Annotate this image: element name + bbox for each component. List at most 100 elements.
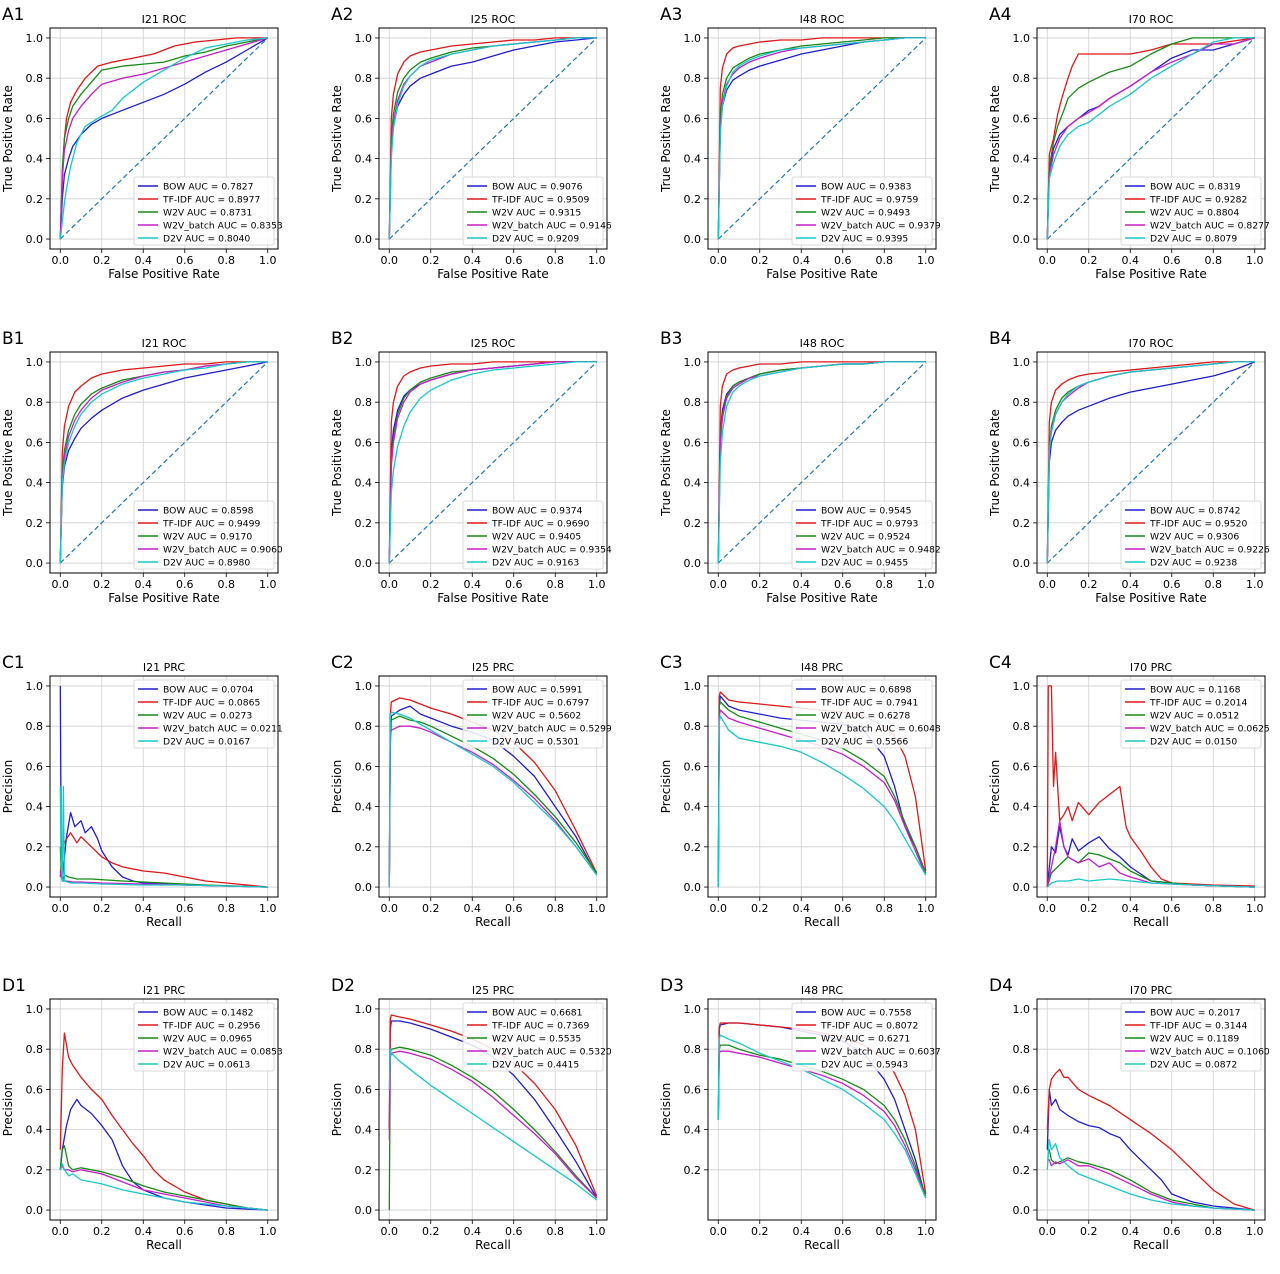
x-tick-label: 0.8 xyxy=(217,1225,235,1238)
series-line xyxy=(59,361,268,564)
legend-label: BOW AUC = 0.6898 xyxy=(821,685,912,696)
plot-frame xyxy=(707,675,937,898)
y-axis-label: Precision xyxy=(659,760,673,814)
legend: BOW AUC = 0.5991 TF-IDF AUC = 0.6797 W2V A… xyxy=(462,679,612,749)
legend-label: D2V AUC = 0.4415 xyxy=(492,1060,579,1071)
legend-label: D2V AUC = 0.8040 xyxy=(163,234,250,245)
x-tick-label: 0.2 xyxy=(422,578,440,591)
y-tick-label: 0.4 xyxy=(355,477,373,490)
x-tick-label: 0.2 xyxy=(93,254,111,267)
series-line xyxy=(388,697,598,888)
series-line xyxy=(717,37,926,240)
chart-title: I48 ROC xyxy=(800,13,845,26)
x-tick-label: 0.4 xyxy=(1122,1225,1140,1238)
legend-label: W2V_batch AUC = 0.5320 xyxy=(492,1047,612,1058)
x-tick-label: 1.0 xyxy=(917,902,935,915)
y-tick-label: 1.0 xyxy=(355,680,373,693)
chart-title: I48 PRC xyxy=(801,984,843,997)
x-tick-label: 0.4 xyxy=(135,578,153,591)
x-tick-label: 0.2 xyxy=(422,254,440,267)
x-tick-label: 1.0 xyxy=(588,1225,606,1238)
legend-label: D2V AUC = 0.0872 xyxy=(1150,1060,1237,1071)
y-tick-label: 1.0 xyxy=(26,1003,44,1016)
series-line xyxy=(1046,1088,1255,1211)
panel-c1: C1 I21 PRC 0.0 0.2 0.4 0.6 0.8 1.0 0.0 0.2 0.4 0.6 0… xyxy=(1,653,283,929)
x-tick-label: 1.0 xyxy=(1246,1225,1264,1238)
y-tick-label: 0.6 xyxy=(26,112,44,125)
legend-label: D2V AUC = 0.5566 xyxy=(821,737,908,748)
plot-frame xyxy=(1036,351,1266,574)
y-tick-label: 1.0 xyxy=(1013,356,1031,369)
series-line xyxy=(1046,37,1255,240)
chart-title: I48 ROC xyxy=(800,337,845,350)
legend-label: BOW AUC = 0.6681 xyxy=(492,1008,583,1019)
legend-label: BOW AUC = 0.8319 xyxy=(1150,182,1241,193)
plot-frame xyxy=(1036,998,1266,1221)
x-tick-label: 0.0 xyxy=(52,1225,70,1238)
panel-b2: B2 I25 ROC 0.0 0.2 0.4 0.6 0.8 1.0 0.0 0.2 0.4 0.6 0… xyxy=(330,329,612,605)
x-tick-label: 0.4 xyxy=(1122,578,1140,591)
y-tick-label: 1.0 xyxy=(684,1003,702,1016)
series-line xyxy=(59,361,268,564)
x-tick-label: 0.4 xyxy=(1122,902,1140,915)
series-line xyxy=(1046,361,1255,564)
panel-c2: C2 I25 PRC 0.0 0.2 0.4 0.6 0.8 1.0 0.0 0.2 0.4 0.6 0… xyxy=(330,653,612,929)
panel-label: D4 xyxy=(989,976,1013,996)
legend-label: W2V_batch AUC = 0.6048 xyxy=(821,724,941,735)
legend-label: W2V AUC = 0.5535 xyxy=(492,1034,581,1045)
x-tick-label: 1.0 xyxy=(588,578,606,591)
x-tick-label: 0.6 xyxy=(834,578,852,591)
x-tick-label: 0.8 xyxy=(875,254,893,267)
y-tick-label: 0.4 xyxy=(684,801,702,814)
legend-label: W2V_batch AUC = 0.0625 xyxy=(1150,724,1270,735)
y-tick-label: 0.2 xyxy=(684,517,702,530)
legend-label: W2V_batch AUC = 0.8353 xyxy=(163,221,283,232)
chart-title: I25 PRC xyxy=(472,984,514,997)
panel-label: A2 xyxy=(331,5,353,25)
legend-box xyxy=(791,1002,933,1072)
x-tick-label: 0.8 xyxy=(546,1225,564,1238)
legend: BOW AUC = 0.0704 TF-IDF AUC = 0.0865 W2V A… xyxy=(133,679,283,749)
series-line xyxy=(59,685,268,888)
legend-label: BOW AUC = 0.2017 xyxy=(1150,1008,1241,1019)
legend-label: TF-IDF AUC = 0.7941 xyxy=(820,698,918,709)
y-axis-label: Precision xyxy=(988,1083,1002,1137)
legend-label: TF-IDF AUC = 0.8977 xyxy=(162,195,260,206)
x-axis-label: Recall xyxy=(475,1238,511,1252)
x-tick-label: 0.6 xyxy=(176,578,194,591)
y-tick-label: 0.2 xyxy=(1013,1164,1031,1177)
legend-box xyxy=(791,679,933,749)
panel-label: B3 xyxy=(660,329,682,349)
x-tick-label: 0.4 xyxy=(135,1225,153,1238)
x-tick-label: 0.6 xyxy=(505,578,523,591)
panel-b1: B1 I21 ROC 0.0 0.2 0.4 0.6 0.8 1.0 0.0 0.2 0.4 0.6 0… xyxy=(1,329,283,605)
legend-label: W2V_batch AUC = 0.0211 xyxy=(163,724,283,735)
chance-diagonal xyxy=(717,37,927,240)
x-tick-label: 0.8 xyxy=(875,578,893,591)
y-tick-label: 1.0 xyxy=(1013,1003,1031,1016)
legend-label: W2V_batch AUC = 0.9354 xyxy=(492,545,612,556)
legend-label: BOW AUC = 0.5991 xyxy=(492,685,583,696)
panel-b3: B3 I48 ROC 0.0 0.2 0.4 0.6 0.8 1.0 0.0 0.2 0.4 0.6 0… xyxy=(659,329,941,605)
legend-label: D2V AUC = 0.8079 xyxy=(1150,234,1237,245)
x-tick-label: 0.6 xyxy=(505,902,523,915)
legend-label: D2V AUC = 0.0613 xyxy=(163,1060,250,1071)
x-tick-label: 0.8 xyxy=(1204,1225,1222,1238)
x-tick-label: 0.6 xyxy=(505,1225,523,1238)
legend: BOW AUC = 0.9374 TF-IDF AUC = 0.9690 W2V A… xyxy=(462,500,612,570)
legend-label: D2V AUC = 0.0150 xyxy=(1150,737,1237,748)
series-line xyxy=(388,361,597,564)
plot-frame xyxy=(1036,27,1266,250)
series-line xyxy=(1046,361,1255,564)
y-axis-label: True Positive Rate xyxy=(1,85,15,193)
plot-frame xyxy=(1036,675,1266,898)
y-tick-label: 0.4 xyxy=(1013,801,1031,814)
legend: BOW AUC = 0.7827 TF-IDF AUC = 0.8977 W2V A… xyxy=(133,176,283,246)
x-tick-label: 0.2 xyxy=(93,902,111,915)
legend: BOW AUC = 0.9545 TF-IDF AUC = 0.9793 W2V A… xyxy=(791,500,941,570)
panel-c3: C3 I48 PRC 0.0 0.2 0.4 0.6 0.8 1.0 0.0 0.2 0.4 0.6 0… xyxy=(659,653,941,929)
y-tick-label: 0.8 xyxy=(684,72,702,85)
legend: BOW AUC = 0.2017 TF-IDF AUC = 0.3144 W2V A… xyxy=(1120,1002,1270,1072)
y-tick-label: 0.4 xyxy=(355,1124,373,1137)
legend-label: TF-IDF AUC = 0.9793 xyxy=(820,519,918,530)
